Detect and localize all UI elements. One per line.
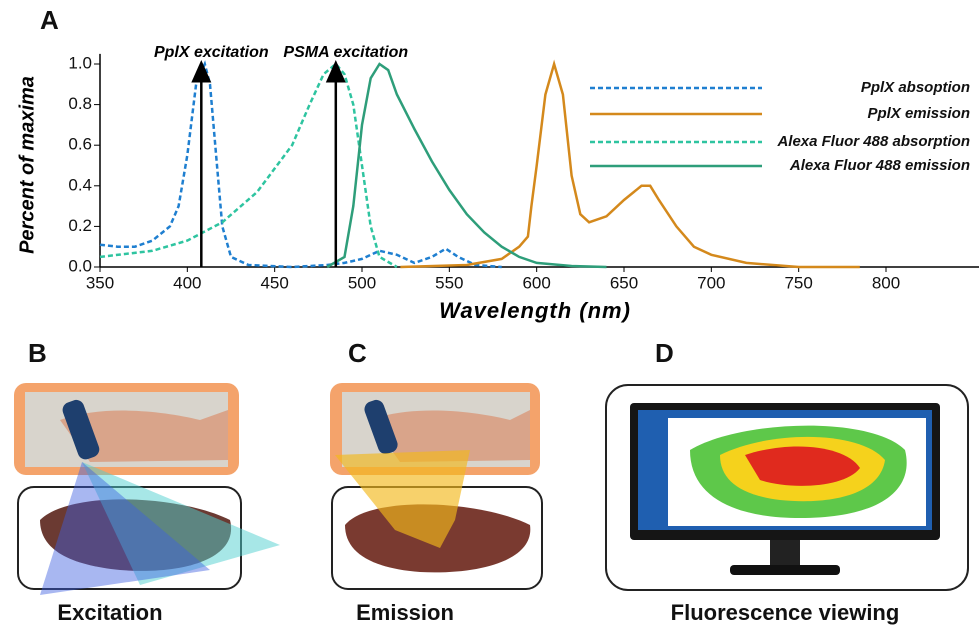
legend-label: Alexa Fluor 488 emission [789, 157, 970, 174]
legend-label: PplX emission [867, 105, 970, 122]
legend-label: PplX absoption [861, 79, 970, 96]
panel-caption: Excitation [57, 600, 162, 625]
panel-label: D [655, 338, 674, 368]
x-tick-label: 450 [260, 273, 288, 292]
panel-label: A [40, 5, 59, 35]
x-tick-label: 700 [697, 273, 725, 292]
illustration-c [330, 383, 543, 590]
illustration-b [14, 383, 280, 595]
y-axis-title: Percent of maxima [16, 76, 38, 254]
x-tick-label: 750 [784, 273, 812, 292]
x-tick-label: 500 [348, 273, 376, 292]
panel-caption: Fluorescence viewing [671, 600, 900, 625]
series-line [99, 62, 398, 269]
series-line [99, 60, 502, 269]
y-tick-label: 0.4 [68, 175, 92, 194]
panel-caption: Emission [356, 600, 454, 625]
x-tick-label: 400 [173, 273, 201, 292]
x-tick-label: 350 [86, 273, 114, 292]
illustration-d [605, 384, 969, 591]
panel-label: B [28, 338, 47, 368]
y-tick-label: 0.8 [68, 94, 92, 113]
x-tick-label: 550 [435, 273, 463, 292]
annotation-text: PplX excitation [154, 44, 269, 61]
y-tick-label: 0.2 [68, 216, 92, 235]
legend-label: Alexa Fluor 488 absorption [776, 133, 970, 150]
y-tick-label: 1.0 [68, 53, 92, 72]
x-axis-title: Wavelength (nm) [439, 298, 631, 323]
y-tick-label: 0.6 [68, 135, 92, 154]
x-tick-label: 800 [872, 273, 900, 292]
annotation-text: PSMA excitation [283, 44, 408, 61]
x-tick-label: 600 [522, 273, 550, 292]
series-line [400, 59, 860, 269]
y-tick-label: 0.0 [68, 256, 92, 275]
series-line [326, 62, 607, 269]
x-tick-label: 650 [610, 273, 638, 292]
panel-label: C [348, 338, 367, 368]
